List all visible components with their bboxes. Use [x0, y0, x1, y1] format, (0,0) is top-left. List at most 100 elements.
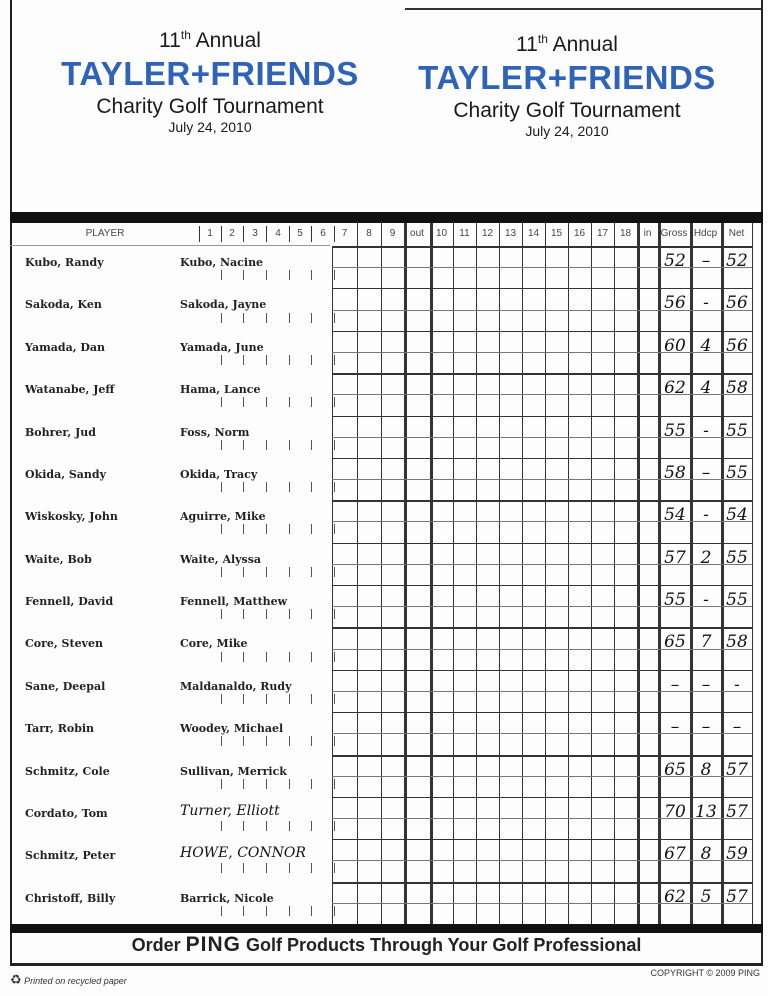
player-name: Fennell, David: [25, 595, 114, 608]
row-mid-line: [332, 563, 752, 565]
column-header-out: out: [410, 228, 424, 239]
player-name: Tarr, Robin: [25, 722, 95, 736]
handicap: -: [703, 590, 709, 610]
partner-name: Sakoda, Jayne: [180, 298, 267, 312]
column-header-5: 5: [297, 228, 303, 239]
tick-mark: [243, 821, 244, 832]
gross-score: 52: [664, 251, 686, 271]
tick-mark: [289, 312, 290, 323]
column-header-7: 7: [341, 228, 348, 239]
column-line: [690, 223, 693, 924]
column-header-2: 2: [229, 228, 235, 239]
partner-name: Okida, Tracy: [180, 467, 258, 481]
column-line: [404, 223, 407, 924]
tick-mark: [289, 397, 290, 408]
handicap: 4: [700, 378, 712, 399]
column-header-8: 8: [366, 228, 372, 239]
row-line: [332, 712, 752, 714]
tick-mark: [334, 482, 335, 493]
net-score: 57: [726, 886, 748, 907]
handicap: -: [703, 505, 709, 526]
brand-title: TAYLER+FRIENDS: [418, 59, 716, 96]
annual-label: 11th Annual: [25, 28, 395, 53]
tick-mark: [289, 439, 290, 450]
tick-mark: [221, 482, 222, 493]
tick-mark: [221, 905, 222, 916]
tick-mark: [311, 354, 312, 365]
footer-bar: [10, 924, 763, 933]
tick-mark: [311, 524, 312, 535]
net-score: 56: [726, 335, 748, 356]
handicap: 7: [700, 632, 712, 653]
partner-name: Fennell, Matthew: [180, 595, 288, 608]
player-name: Watanabe, Jeff: [25, 383, 115, 397]
handicap: –: [701, 674, 711, 695]
gross-score: 65: [664, 759, 686, 780]
tick-mark: [221, 736, 222, 747]
column-line: [752, 223, 753, 924]
tick-mark: [289, 821, 290, 832]
column-header-13: 13: [504, 228, 517, 239]
tick-mark: [289, 566, 290, 577]
row-mid-line: [332, 479, 752, 481]
handicap: –: [701, 462, 711, 483]
row-mid-line: [332, 648, 752, 650]
column-line: [614, 223, 615, 924]
tick-mark: [289, 736, 290, 747]
column-line: [658, 223, 661, 924]
player-name: Cordato, Tom: [25, 806, 108, 820]
tick-mark: [311, 270, 312, 281]
tick-mark: [243, 270, 244, 281]
handicap: -: [703, 420, 709, 441]
tick-mark: [221, 439, 222, 450]
tick-mark: [311, 778, 312, 789]
header-right: 11th Annual TAYLER+FRIENDS Charity Golf …: [382, 32, 752, 139]
gross-score: 57: [664, 547, 686, 568]
handicap: 2: [700, 547, 712, 568]
column-header-6: 6: [320, 228, 326, 239]
annual-number: 11: [516, 33, 538, 56]
header-left: 11th Annual TAYLER+FRIENDS Charity Golf …: [25, 28, 395, 135]
partner-name: Woodey, Michael: [180, 722, 284, 736]
column-line: [591, 223, 592, 924]
partner-name: Hama, Lance: [180, 383, 261, 397]
tick-mark: [266, 354, 267, 365]
tick-mark: [311, 821, 312, 832]
tick-mark: [266, 778, 267, 789]
partner-name: Foss, Norm: [180, 425, 250, 439]
column-header-3: 3: [252, 228, 258, 239]
header-divider: [221, 226, 222, 242]
tick-mark: [243, 863, 244, 874]
column-line: [357, 223, 358, 924]
tick-mark: [243, 905, 244, 916]
handicap: 5: [700, 886, 712, 907]
column-header-in: in: [643, 228, 652, 239]
player-column-header: PLAYER: [85, 228, 125, 239]
net-score: 52: [726, 251, 748, 271]
row-line: [332, 373, 752, 376]
column-header-net: Net: [728, 228, 745, 239]
player-name: Core, Steven: [25, 637, 103, 651]
column-line: [522, 223, 523, 924]
row-line: [332, 585, 752, 586]
header-rule: [10, 245, 330, 246]
tick-mark: [334, 439, 335, 450]
player-name: Yamada, Dan: [25, 340, 106, 354]
tick-mark: [311, 693, 312, 704]
footer-ad: Order PING Golf Products Through Your Go…: [10, 933, 763, 957]
player-name: Schmitz, Peter: [25, 849, 116, 863]
column-line: [545, 223, 546, 924]
tick-mark: [221, 312, 222, 323]
column-header-15: 15: [550, 228, 563, 239]
scorecard-frame: [10, 0, 763, 966]
row-mid-line: [332, 690, 752, 692]
ping-logo: PING: [185, 933, 241, 956]
gross-score: 70: [664, 801, 686, 822]
tick-mark: [243, 524, 244, 535]
handicap: 13: [695, 801, 717, 822]
gross-score: 56: [664, 293, 686, 314]
recycled-note: ♻ Printed on recycled paper: [10, 972, 127, 988]
gross-score: 58: [664, 462, 686, 483]
gross-score: 55: [664, 420, 686, 441]
net-score: 58: [726, 632, 748, 653]
